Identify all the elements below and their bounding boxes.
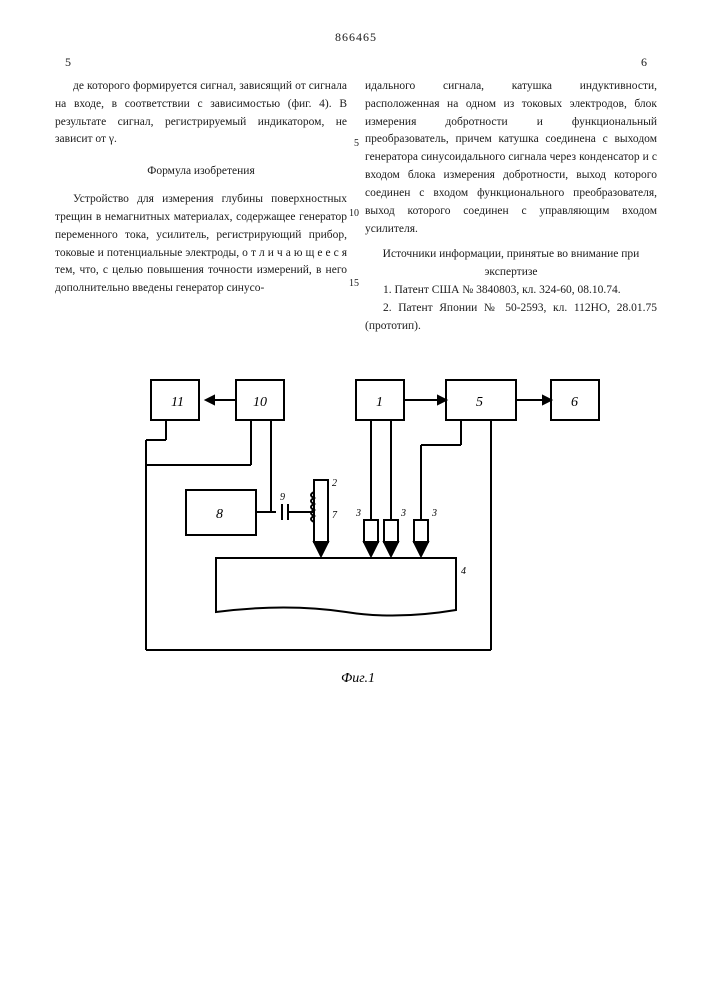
column-left: 5 10 15 де которого формируется сигнал, … bbox=[55, 78, 347, 335]
left-para-2: Устройство для измерения глубины поверхн… bbox=[55, 191, 347, 298]
label-3a: 3 bbox=[355, 508, 361, 519]
label-4: 4 bbox=[461, 566, 466, 577]
column-right: идального сигнала, катушка индуктивности… bbox=[365, 78, 657, 335]
box-8-label: 8 bbox=[216, 507, 223, 522]
box-5-label: 5 bbox=[476, 395, 483, 410]
line-marker-15: 15 bbox=[349, 276, 359, 292]
sources-title: Источники информации, принятые во вниман… bbox=[365, 246, 657, 282]
label-3b: 3 bbox=[400, 508, 406, 519]
box-6-label: 6 bbox=[571, 395, 578, 410]
left-para-1: де которого формируется сигнал, зависящи… bbox=[55, 78, 347, 149]
box-11-label: 11 bbox=[171, 395, 184, 410]
page-num-right: 6 bbox=[641, 55, 647, 70]
label-3c: 3 bbox=[431, 508, 437, 519]
label-2: 2 bbox=[332, 478, 337, 489]
line-marker-10: 10 bbox=[349, 206, 359, 222]
label-9: 9 bbox=[280, 492, 285, 503]
patent-number: 866465 bbox=[55, 30, 657, 45]
line-marker-5: 5 bbox=[354, 136, 359, 152]
diagram-figure-1: 11 10 1 5 6 8 9 2 7 3 3 3 4 Фиг.1 bbox=[55, 360, 657, 690]
figure-label: Фиг.1 bbox=[341, 671, 375, 686]
box-1-label: 1 bbox=[376, 395, 383, 410]
right-para-1: идального сигнала, катушка индуктивности… bbox=[365, 78, 657, 238]
reference-2: 2. Патент Японии № 50-2593, кл. 112НО, 2… bbox=[365, 300, 657, 336]
box-10-label: 10 bbox=[253, 395, 267, 410]
formula-title: Формула изобретения bbox=[55, 163, 347, 181]
reference-1: 1. Патент США № 3840803, кл. 324-60, 08.… bbox=[365, 282, 657, 300]
label-7: 7 bbox=[332, 510, 338, 521]
page-num-left: 5 bbox=[65, 55, 71, 70]
